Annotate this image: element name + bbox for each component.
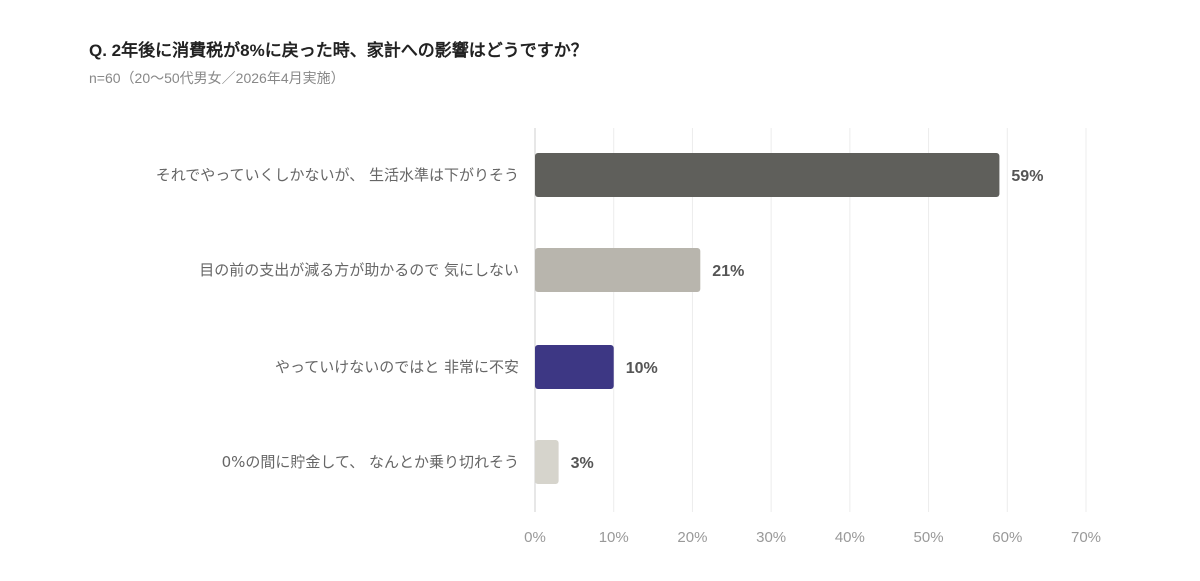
x-tick-label: 10%	[599, 529, 629, 546]
category-label: 目の前の支出が減る方が助かるので 気にしない	[199, 261, 519, 279]
chart-title: Q. 2年後に消費税が8%に戻った時、家計への影響はどうですか？	[89, 41, 588, 60]
data-label: 59%	[1011, 168, 1043, 185]
x-tick-label: 40%	[835, 529, 865, 546]
x-tick-label: 70%	[1071, 529, 1101, 546]
chart-subtitle: n=60（20〜50代男女／2026年4月実施）	[89, 70, 345, 86]
bar	[535, 153, 1000, 197]
x-tick-label: 60%	[992, 529, 1022, 546]
data-label: 10%	[626, 360, 658, 377]
data-label: 3%	[571, 455, 594, 472]
bar	[535, 440, 559, 484]
x-tick-label: 0%	[524, 529, 546, 546]
bar	[535, 345, 614, 389]
category-label: それでやっていくしかないが、 生活水準は下がりそう	[156, 166, 519, 184]
x-tick-label: 50%	[914, 529, 944, 546]
x-tick-label: 30%	[756, 529, 786, 546]
category-label: 0%の間に貯金して、 なんとか乗り切れそう	[222, 453, 519, 471]
category-label: やっていけないのではと 非常に不安	[275, 358, 519, 376]
data-label: 21%	[712, 263, 744, 280]
x-tick-label: 20%	[677, 529, 707, 546]
bar	[535, 248, 701, 292]
